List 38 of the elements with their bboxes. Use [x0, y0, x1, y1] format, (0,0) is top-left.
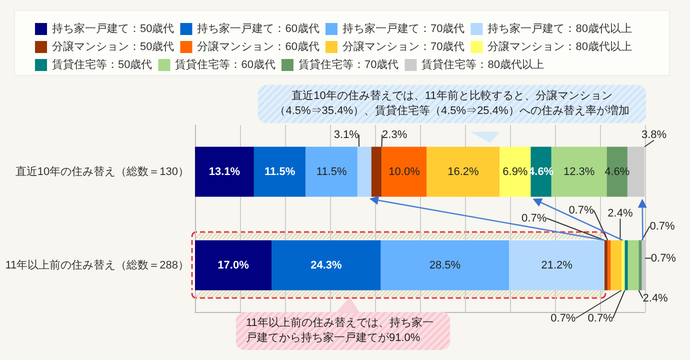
legend-label: 賃貸住宅等：60歳代	[175, 58, 276, 71]
legend-label: 分譲マンション：50歳代	[52, 40, 174, 53]
data-label: 21.2%	[541, 259, 573, 272]
legend-label: 賃貸住宅等：80歳代以上	[422, 58, 544, 71]
data-label: 3.1%	[334, 128, 360, 141]
data-label: 24.3%	[310, 259, 342, 272]
data-label: 0.7%	[550, 312, 576, 324]
data-label: 6.9%	[502, 166, 528, 178]
data-label: 0.7%	[588, 312, 614, 324]
legend-label: 賃貸住宅等：70歳代	[298, 58, 399, 71]
data-label: 2.3%	[382, 128, 408, 141]
y-tick-label: 11年以上前の住み替え（総数＝288）	[5, 258, 189, 272]
data-label: 10.0%	[388, 166, 420, 178]
data-label: 0.7%	[568, 204, 594, 216]
data-label: 17.0%	[218, 259, 250, 272]
legend-label: 持ち家一戸建て：70歳代	[342, 22, 465, 35]
legend-label: 持ち家一戸建て：80歳代以上	[488, 22, 632, 35]
legend-label: 分譲マンション：80歳代以上	[488, 40, 632, 53]
legend-label: 持ち家一戸建て：50歳代	[52, 22, 174, 35]
data-label: 0.7%	[522, 212, 547, 224]
data-label: 16.2%	[448, 166, 480, 178]
data-label: 2.4%	[608, 207, 633, 220]
data-label: 12.3%	[563, 166, 595, 178]
data-label: 11.5%	[316, 166, 347, 178]
y-tick-label: 直近10年の住み替え（総数＝130）	[15, 164, 189, 178]
legend-label: 分譲マンション：70歳代	[342, 40, 465, 53]
data-label: 3.8%	[641, 128, 667, 141]
data-label: 0.7%	[650, 220, 676, 232]
legend-label: 分譲マンション：60歳代	[197, 40, 320, 53]
data-label: 2.4%	[642, 292, 668, 304]
data-label: 28.5%	[429, 259, 461, 272]
data-label: 11.5%	[264, 166, 296, 178]
legend-label: 賃貸住宅等：50歳代	[52, 58, 152, 71]
text: 11年以上前の住み替えでは、持ち家一戸建てから持ち家一戸建てが91.0%	[236, 312, 450, 350]
text: 直近10年の住み替えでは、11年前と比較すると、分譲マンション（4.5%⇒35.4%）、賃貸住宅等（4.5%⇒25.4%）への住み替え率が増加	[258, 84, 646, 123]
legend-label: 持ち家一戸建て：60歳代	[197, 22, 320, 35]
data-label: 13.1%	[208, 166, 240, 178]
data-label: 0.7%	[650, 252, 676, 264]
